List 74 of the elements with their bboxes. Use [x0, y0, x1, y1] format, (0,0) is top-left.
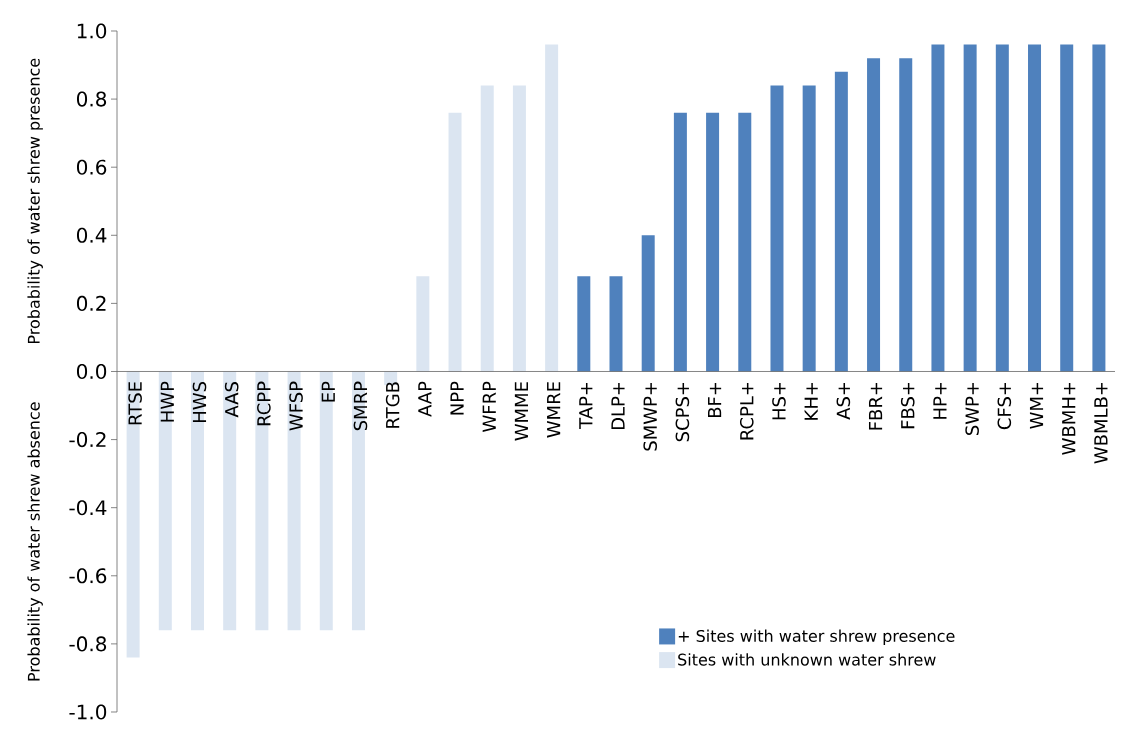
bar [416, 276, 430, 372]
bar [255, 371, 269, 631]
bar [770, 85, 784, 372]
x-tick-label: WFSP [289, 381, 303, 431]
bar [577, 276, 591, 372]
y-tick-label: 0.8 [76, 91, 107, 107]
x-tick-label: WMME [514, 382, 528, 441]
x-tick-label: RTSE [128, 382, 142, 425]
text: Probability of water shrew absence [27, 402, 43, 681]
y-tick-label: -0.6 [69, 568, 107, 584]
bar [1060, 44, 1074, 372]
x-tick-label: HS+ [772, 382, 786, 420]
x-tick-label: FBR+ [868, 382, 883, 430]
bar [480, 85, 494, 372]
x-tick-label: HP+ [933, 382, 947, 419]
y-tick-label: 0.0 [76, 363, 107, 380]
x-tick-label: BF+ [708, 382, 722, 418]
x-tick-label: SCPS+ [675, 382, 690, 442]
bar [738, 112, 752, 372]
y-axis-title: Probability of water shrew presence [27, 58, 43, 344]
bar [545, 44, 559, 372]
bar [158, 371, 172, 631]
bar [223, 371, 237, 631]
x-tick-label: SWP+ [965, 382, 979, 435]
bar [1028, 44, 1042, 372]
bar [641, 235, 655, 372]
x-tick-label: DLP+ [611, 382, 625, 430]
bar [802, 85, 816, 372]
bar [867, 58, 881, 372]
x-tick-label: SMWP+ [643, 382, 657, 451]
x-tick-label: HWS [192, 382, 207, 423]
bar [931, 44, 945, 372]
x-tick-label: RTGB [385, 382, 400, 428]
x-tick-label: AAS [224, 382, 239, 418]
bar [448, 112, 462, 372]
x-tick-label: EP [321, 381, 335, 402]
y-tick-label: 0.2 [76, 295, 106, 311]
y-tick-label: 0.4 [76, 227, 107, 243]
y-tick-label: -0.8 [69, 636, 107, 652]
y-tick-label: -0.4 [69, 500, 107, 516]
x-tick-label: WMRE [547, 382, 561, 438]
bar [1092, 44, 1106, 372]
bar [899, 58, 913, 372]
bar [995, 44, 1009, 372]
bar [673, 112, 687, 372]
x-tick-label: WFRP [482, 381, 496, 432]
x-tick-label: KH+ [804, 382, 818, 420]
x-tick-label: WM+ [1029, 382, 1044, 429]
bar [126, 371, 140, 658]
x-tick-label: WBMH+ [1062, 382, 1076, 455]
bar [512, 85, 526, 372]
x-tick-label: WBMLB+ [1094, 382, 1108, 464]
x-tick-label: CFS+ [997, 382, 1012, 430]
bar [963, 44, 977, 372]
legend-label: + Sites with water shrew presence [678, 629, 955, 646]
x-tick-label: SMRP [353, 381, 368, 431]
y-tick-label: 1.0 [77, 23, 107, 39]
y-tick-label: -0.2 [69, 432, 106, 448]
x-tick-label: AS+ [836, 382, 851, 420]
x-tick-label: RCPP [257, 381, 271, 426]
x-tick-label: FBS+ [900, 382, 915, 429]
bar [319, 371, 333, 631]
x-tick-label: RCPL+ [739, 382, 754, 440]
x-tick-label: NPP [450, 381, 464, 415]
bar [287, 371, 301, 631]
x-tick-label: HWP [160, 381, 174, 422]
x-tick-label: AAP [418, 381, 432, 417]
bar [834, 71, 848, 372]
legend-label: Sites with unknown water shrew [678, 653, 936, 666]
y-tick-label: -1.0 [69, 704, 107, 720]
bar [609, 276, 623, 372]
y-tick-label: 0.6 [76, 159, 107, 175]
x-tick-label: TAP+ [579, 382, 593, 429]
bar [706, 112, 720, 372]
